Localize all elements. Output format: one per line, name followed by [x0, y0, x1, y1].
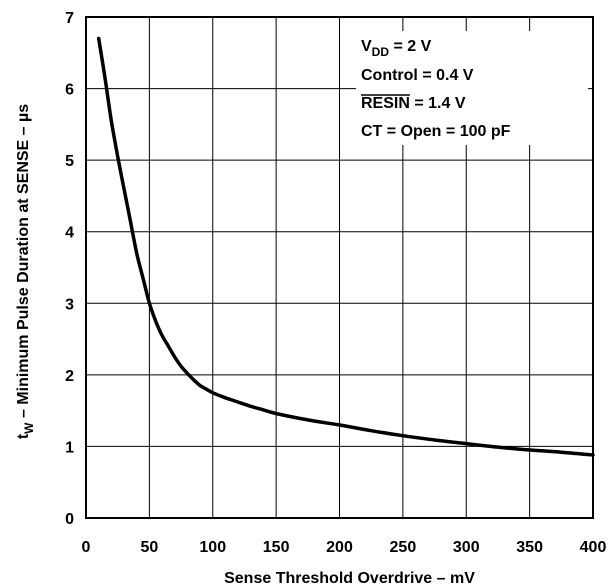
condition-resin-label: RESIN	[361, 95, 410, 112]
condition-resin-value: = 1.4 V	[410, 95, 466, 112]
condition-ct: CT = Open = 100 pF	[361, 123, 511, 140]
y-tick-labels: 0 1 2 3 4 5 6 7	[65, 10, 74, 528]
plot-border	[85, 16, 594, 519]
condition-control-text: Control = 0.4 V	[361, 67, 474, 84]
y-axis-title: tW – Minimum Pulse Duration at SENSE – µ…	[15, 104, 36, 439]
y-tick-label: 1	[65, 439, 74, 456]
y-axis-title-subscript: W	[22, 422, 36, 434]
x-tick-label: 100	[199, 539, 226, 556]
series-layer	[96, 36, 595, 457]
condition-vdd-main: V	[361, 38, 372, 55]
conditions-legend: VDD = 2 V Control = 0.4 V RESIN = 1.4 V …	[356, 31, 588, 145]
y-tick-label: 2	[65, 368, 74, 385]
series-line	[96, 36, 595, 457]
x-tick-label: 300	[453, 539, 480, 556]
x-tick-label: 250	[390, 539, 417, 556]
x-tick-label: 400	[580, 539, 607, 556]
x-tick-label: 150	[263, 539, 290, 556]
x-tick-label: 200	[326, 539, 353, 556]
condition-control: Control = 0.4 V	[361, 67, 474, 84]
y-axis-title-text: – Minimum Pulse Duration at SENSE –	[15, 122, 32, 423]
x-tick-label: 50	[140, 539, 158, 556]
y-tick-label: 5	[65, 153, 74, 170]
condition-vdd-subscript: DD	[372, 45, 390, 59]
condition-vdd-value: = 2 V	[389, 38, 432, 55]
x-axis-title: Sense Threshold Overdrive – mV	[224, 570, 475, 587]
x-tick-label: 350	[516, 539, 543, 556]
y-tick-label: 3	[65, 296, 74, 313]
y-tick-label: 4	[65, 225, 74, 242]
x-tick-label: 0	[82, 539, 91, 556]
legend-background	[356, 31, 588, 145]
x-tick-labels: 0 50 100 150 200 250 300 350 400	[82, 539, 607, 556]
y-axis-title-unit: µs	[15, 104, 32, 122]
condition-vdd: VDD = 2 V	[361, 38, 432, 59]
y-tick-label: 7	[65, 10, 74, 27]
condition-resin: RESIN = 1.4 V	[361, 95, 466, 112]
y-tick-label: 6	[65, 82, 74, 99]
condition-ct-text: CT = Open = 100 pF	[361, 123, 511, 140]
y-axis-title-prefix: t	[15, 433, 32, 439]
plot-frame	[85, 16, 594, 519]
y-tick-label: 0	[65, 511, 74, 528]
